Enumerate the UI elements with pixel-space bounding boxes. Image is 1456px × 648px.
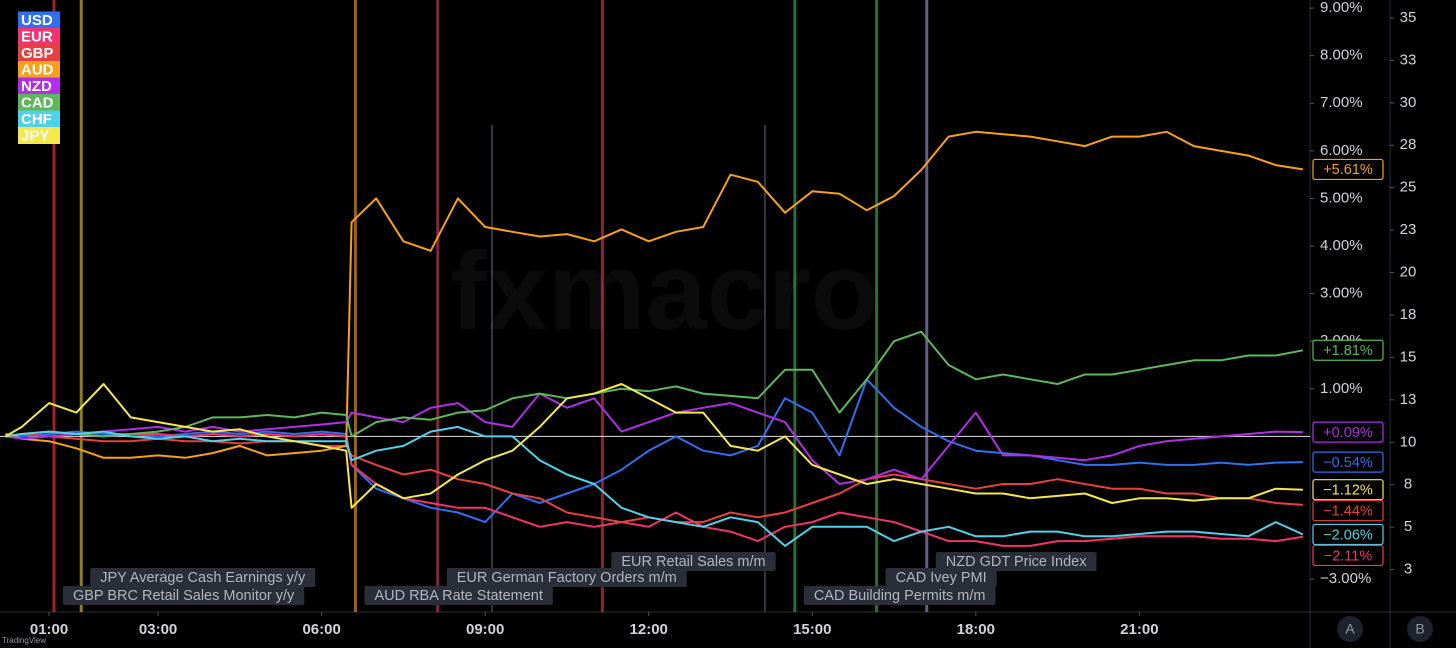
- y2-tick-label: 5: [1404, 518, 1412, 535]
- legend-swatch: [18, 77, 60, 95]
- legend-swatch: [18, 94, 60, 111]
- end-label: −0.54%: [1323, 455, 1373, 471]
- button[interactable]: [1337, 616, 1363, 642]
- event-label-box: [803, 586, 996, 605]
- event-label-box: [935, 552, 1097, 571]
- y-tick-label: 9.00%: [1320, 0, 1363, 16]
- end-label: +1.81%: [1323, 343, 1373, 359]
- end-label: −2.11%: [1324, 548, 1373, 564]
- y2-tick-label: 23: [1400, 221, 1417, 238]
- series-line: [5, 330, 1304, 438]
- legend-swatch: [18, 28, 60, 45]
- event-label-box: [62, 586, 305, 605]
- y2-tick-label: 10: [1400, 433, 1417, 450]
- event-label-box: [446, 568, 687, 587]
- y-tick-label: 7.00%: [1320, 94, 1363, 111]
- series-line: [5, 130, 1304, 459]
- legend-label: GBP: [21, 45, 54, 62]
- y-tick-label: −3.00%: [1320, 570, 1371, 587]
- end-label: +0.09%: [1323, 425, 1373, 441]
- end-label: −1.44%: [1323, 504, 1373, 520]
- end-label-box: [1312, 421, 1384, 443]
- x-tick-label: 03:00: [139, 621, 177, 638]
- end-label-box: [1312, 500, 1384, 522]
- y2-tick-label: 28: [1400, 136, 1417, 153]
- button[interactable]: [1407, 616, 1433, 642]
- legend-swatch: [18, 127, 60, 144]
- x-tick-label: 09:00: [466, 621, 504, 638]
- event-label: NZD GDT Price Index: [946, 554, 1087, 570]
- legend-label: CAD: [21, 94, 54, 111]
- legend-swatch: [18, 110, 60, 128]
- end-label: −1.12%: [1323, 483, 1373, 499]
- y2-tick-label: 33: [1400, 51, 1417, 68]
- event-label-box: [611, 552, 776, 571]
- source-label: TradingView: [2, 636, 46, 645]
- event-label: CAD Ivey PMI: [896, 570, 987, 586]
- x-tick-label: 18:00: [957, 621, 995, 638]
- legend-label: NZD: [21, 78, 52, 95]
- y2-tick-label: 35: [1400, 9, 1417, 26]
- event-label: GBP BRC Retail Sales Monitor y/y: [73, 588, 295, 604]
- end-label: +5.61%: [1323, 162, 1373, 178]
- legend-label: JPY: [21, 127, 49, 144]
- series-line: [5, 425, 1304, 547]
- legend-label: AUD: [21, 61, 54, 78]
- event-label: CAD Building Permits m/m: [814, 588, 986, 604]
- event-label: AUD RBA Rate Statement: [374, 588, 542, 604]
- legend-swatch: [18, 44, 60, 62]
- x-tick-label: 15:00: [793, 621, 831, 638]
- legend-swatch: [18, 61, 60, 78]
- series-line: [5, 392, 1303, 485]
- y-tick-label: 6.00%: [1320, 142, 1363, 159]
- y-tick-label: 4.00%: [1320, 237, 1363, 254]
- y-tick-label: 8.00%: [1320, 47, 1363, 64]
- y2-tick-label: 25: [1400, 179, 1417, 196]
- background-layer: fxmacro: [450, 125, 878, 612]
- y2-tick-label: 8: [1404, 476, 1412, 493]
- button-label[interactable]: B: [1415, 621, 1424, 637]
- end-label: −2.06%: [1323, 527, 1373, 543]
- legend-label: EUR: [21, 28, 53, 45]
- y2-tick-label: 3: [1404, 561, 1412, 578]
- event-label: EUR Retail Sales m/m: [621, 554, 765, 570]
- series-line: [5, 430, 1304, 547]
- legend-swatch: [18, 11, 60, 29]
- end-label-box: [1312, 544, 1384, 567]
- y-tick-label: 1.00%: [1320, 380, 1363, 397]
- y2-tick-label: 18: [1400, 306, 1417, 323]
- y2-tick-label: 15: [1400, 348, 1417, 365]
- series-line: [4, 383, 1303, 509]
- x-tick-label: 21:00: [1120, 621, 1158, 638]
- event-label-box: [90, 568, 316, 587]
- legend-label: CHF: [21, 111, 52, 128]
- watermark: fxmacro: [450, 230, 878, 353]
- x-tick-label: 01:00: [30, 621, 68, 638]
- end-label-box: [1312, 339, 1384, 361]
- event-label: JPY Average Cash Earnings y/y: [100, 570, 306, 586]
- end-label-box: [1312, 479, 1384, 501]
- event-label-box: [364, 586, 553, 605]
- legend-label: USD: [21, 12, 53, 29]
- end-label-box: [1312, 158, 1384, 181]
- event-label-box: [885, 568, 997, 587]
- y2-tick-label: 30: [1400, 94, 1417, 111]
- end-label-box: [1312, 523, 1384, 546]
- y-tick-label: 3.00%: [1320, 285, 1363, 302]
- x-tick-label: 12:00: [630, 621, 668, 638]
- y2-tick-label: 20: [1400, 264, 1417, 281]
- event-label: EUR German Factory Orders m/m: [457, 570, 677, 586]
- end-label-box: [1312, 451, 1384, 473]
- y2-tick-label: 13: [1400, 391, 1417, 408]
- x-tick-label: 06:00: [302, 621, 340, 638]
- button-label[interactable]: A: [1345, 621, 1355, 637]
- y-tick-label: 5.00%: [1320, 189, 1363, 206]
